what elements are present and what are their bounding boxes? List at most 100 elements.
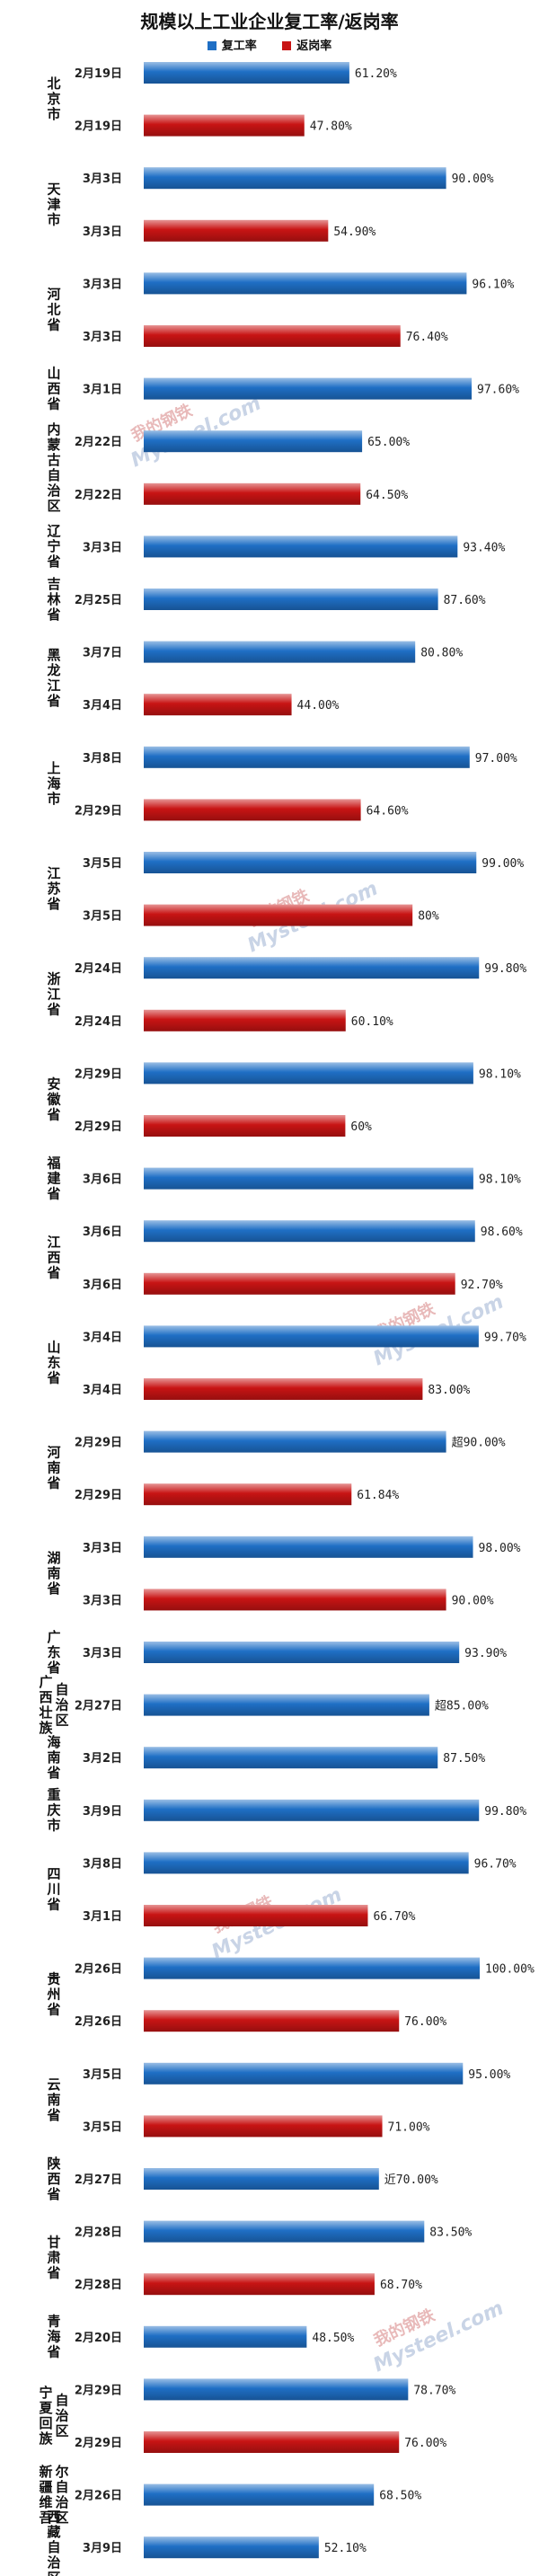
province-label-char: 贵: [47, 1971, 60, 1987]
value-label: 64.50%: [366, 489, 408, 502]
date-label: 3月3日: [83, 1542, 122, 1555]
province-label-char: 新: [39, 2464, 52, 2480]
date-label: 3月5日: [83, 910, 122, 924]
province-label-char: 省: [46, 896, 60, 912]
date-label: 3月7日: [83, 647, 122, 660]
value-label: 90.00%: [452, 173, 494, 186]
value-label: 95.00%: [468, 2068, 510, 2082]
value-label: 61.20%: [355, 67, 397, 81]
province-label: 天津市: [47, 181, 61, 227]
province-label-char: 海: [47, 2329, 60, 2345]
bar-return: [144, 2115, 383, 2138]
province-label: 青海省: [46, 2314, 60, 2360]
province-label-char: 省: [46, 2186, 60, 2202]
bar-resumption: [144, 1062, 473, 1084]
date-label: 3月6日: [83, 1226, 122, 1239]
province-label: 广东省: [46, 1629, 60, 1676]
bar-resumption: [144, 1852, 469, 1874]
bar-return: [144, 1272, 455, 1295]
value-label: 87.50%: [443, 1752, 485, 1766]
date-label: 3月9日: [83, 2542, 122, 2555]
province-label: 河北省: [46, 286, 60, 332]
bar-return: [144, 1483, 352, 1506]
bar-resumption: [144, 2536, 319, 2559]
province-label: 安徽省: [46, 1076, 61, 1122]
date-label: 2月19日: [75, 67, 122, 81]
province-label-char: 上: [47, 760, 60, 776]
province-label-char: 津: [47, 196, 60, 212]
date-label: 3月4日: [83, 699, 122, 713]
province-label-char: 蒙: [47, 437, 60, 453]
province-label-char: 甘: [47, 2235, 60, 2251]
province-label-char: 省: [46, 1264, 60, 1280]
date-label: 2月28日: [75, 2226, 122, 2240]
value-label: 98.60%: [481, 1226, 523, 1239]
province-label-char: 州: [46, 1987, 60, 2003]
value-label: 52.10%: [324, 2542, 367, 2555]
province-label-char: 黑: [47, 647, 60, 663]
province-label-char: 天: [47, 181, 61, 197]
value-label: 96.10%: [472, 278, 514, 291]
date-label: 2月26日: [75, 2015, 122, 2029]
bar-resumption: [144, 430, 363, 453]
bar-resumption: [144, 589, 438, 610]
bar-return: [144, 114, 305, 137]
date-label: 3月2日: [83, 1752, 122, 1766]
province-label-char: 吉: [47, 576, 60, 592]
bar-resumption: [144, 2325, 307, 2348]
province-label-char: 夏: [38, 2400, 53, 2416]
bar-resumption: [144, 1430, 446, 1453]
province-label-char: 省: [46, 1580, 60, 1597]
province-label-char: 重: [47, 1787, 60, 1803]
province-label: 山西省: [46, 365, 60, 412]
value-label: 90.00%: [452, 1594, 494, 1607]
value-label: 97.00%: [475, 752, 517, 766]
province-label-char: 族: [39, 1720, 53, 1736]
province-label-char: 京: [47, 91, 60, 107]
province-label-char: 江: [47, 986, 60, 1002]
value-label: 83.00%: [428, 1384, 470, 1397]
value-label: 98.10%: [479, 1067, 521, 1081]
date-label: 2月28日: [75, 2279, 122, 2292]
province-label-char: 省: [46, 2344, 60, 2360]
province-label-char: 省: [46, 1896, 60, 1912]
bar-resumption: [144, 2062, 464, 2085]
date-label: 2月26日: [75, 2490, 122, 2503]
value-label: 96.70%: [474, 1857, 517, 1871]
province-label-char: 北: [47, 75, 60, 92]
value-label: 54.90%: [333, 226, 376, 239]
province-label-char: 市: [47, 791, 60, 807]
value-label: 47.80%: [310, 120, 352, 134]
bar-return: [144, 325, 401, 347]
chart-legend: 复工率 返岗率: [0, 36, 539, 53]
date-label: 2月29日: [75, 804, 122, 818]
province-label-char: 省: [46, 1369, 60, 1385]
value-label: 68.70%: [380, 2279, 422, 2292]
bar-return: [144, 904, 413, 926]
province-label: 重庆市: [47, 1787, 60, 1834]
bar-resumption: [144, 1536, 473, 1558]
value-label: 61.84%: [357, 1489, 399, 1502]
value-label: 66.70%: [373, 1910, 415, 1924]
bar-resumption: [144, 1220, 475, 1243]
province-label-char: 福: [46, 1155, 60, 1171]
province-label-char: 南: [47, 1749, 60, 1766]
date-label: 3月3日: [83, 226, 122, 239]
province-label-char: 南: [47, 1565, 60, 1581]
date-label: 2月27日: [75, 2173, 122, 2187]
province-label-char: 江: [47, 677, 60, 694]
date-label: 3月3日: [83, 278, 122, 291]
date-label: 3月8日: [83, 752, 122, 766]
bar-resumption: [144, 1642, 460, 1663]
value-label: 71.00%: [388, 2120, 430, 2134]
bar-resumption: [144, 62, 349, 84]
date-label: 3月3日: [83, 1647, 122, 1660]
value-label: 68.50%: [379, 2490, 421, 2503]
value-label: 97.60%: [477, 384, 519, 397]
province-label-char: 治: [47, 482, 60, 499]
value-label: 92.70%: [461, 1279, 503, 1292]
date-label: 3月6日: [83, 1279, 122, 1292]
province-label-char: 建: [47, 1170, 61, 1186]
